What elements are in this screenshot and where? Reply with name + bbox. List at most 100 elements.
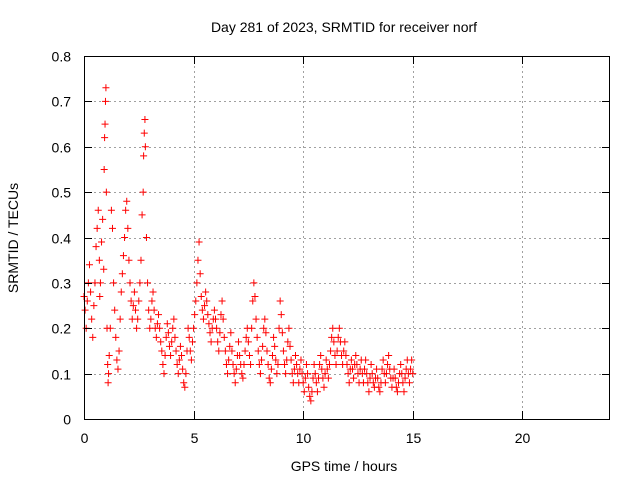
data-point [222,361,230,369]
data-point [108,224,116,232]
data-point [197,292,205,300]
y-tick-label: 0.2 [52,321,72,337]
data-point [104,379,112,387]
data-point [282,370,290,378]
data-point [147,315,155,323]
data-point [316,361,324,369]
data-point [256,370,264,378]
data-point [398,370,406,378]
data-point [347,356,355,364]
data-point [110,279,118,287]
data-point [286,342,294,350]
data-point [274,361,282,369]
data-point [106,324,114,332]
data-point [328,333,336,341]
data-point [90,302,98,310]
data-point [345,379,353,387]
data-point [291,351,299,359]
data-point [304,370,312,378]
data-point [311,370,319,378]
x-tick-label: 15 [406,430,422,446]
data-point [297,356,305,364]
data-point [148,297,156,305]
data-point [245,351,253,359]
data-point [141,116,149,124]
data-point [267,365,275,373]
data-point [322,356,330,364]
data-point [266,379,274,387]
data-point [210,306,218,314]
data-point [162,333,170,341]
data-point [135,297,143,305]
data-point [263,347,271,355]
y-tick-label: 0.7 [52,94,72,110]
data-point [202,288,210,296]
data-point [212,315,219,323]
data-point [362,356,370,364]
data-point [192,297,200,305]
data-points [80,84,417,405]
data-point [381,379,389,387]
data-point [204,311,212,319]
axes: 0 0.1 0.2 0.3 0.4 0.5 0.6 0.7 0.8 0 5 10 15 20 [52,49,610,446]
data-point [129,302,137,310]
data-point [299,379,307,387]
data-point [220,333,228,341]
data-point [157,338,165,346]
data-point [375,383,383,391]
y-tick-label: 0.1 [52,367,72,383]
data-point [113,356,121,364]
data-point [240,361,248,369]
data-point [228,347,236,355]
data-point [301,374,309,382]
data-point [325,361,333,369]
data-point [167,351,175,359]
data-point [112,333,120,341]
y-tick-label: 0.8 [52,49,72,65]
data-point [229,361,237,369]
data-point [264,361,272,369]
y-tick-label: 0.6 [52,140,72,156]
data-point [221,347,229,355]
data-point [320,383,328,391]
data-point [330,338,338,346]
data-point [94,206,102,214]
data-point [261,315,269,323]
data-point [352,351,360,359]
data-point [121,234,129,241]
data-point [227,329,235,337]
data-point [392,383,400,391]
data-point [275,324,283,332]
data-point [215,347,223,355]
data-point [150,306,158,314]
data-point [187,356,195,364]
data-point [127,297,135,305]
data-point [393,388,401,396]
data-point [196,270,204,278]
data-point [101,97,109,105]
data-point [125,256,133,264]
data-point [296,365,304,373]
data-point [242,333,250,341]
data-point [382,370,390,378]
data-point [409,370,417,378]
data-point [250,279,258,287]
data-point [163,320,171,328]
y-tick-label: 0.3 [52,276,72,292]
data-point [353,361,361,369]
data-point [100,165,108,173]
data-point [156,324,164,332]
data-point [178,351,186,359]
data-point [225,356,233,364]
data-point [344,370,352,378]
data-point [117,288,125,296]
data-point [369,379,377,387]
data-point [155,311,163,319]
data-point [153,320,161,328]
data-point [186,347,194,355]
data-point [334,333,342,341]
data-point [105,370,113,378]
data-point [98,238,106,246]
data-point [252,315,260,323]
data-point [171,333,179,341]
